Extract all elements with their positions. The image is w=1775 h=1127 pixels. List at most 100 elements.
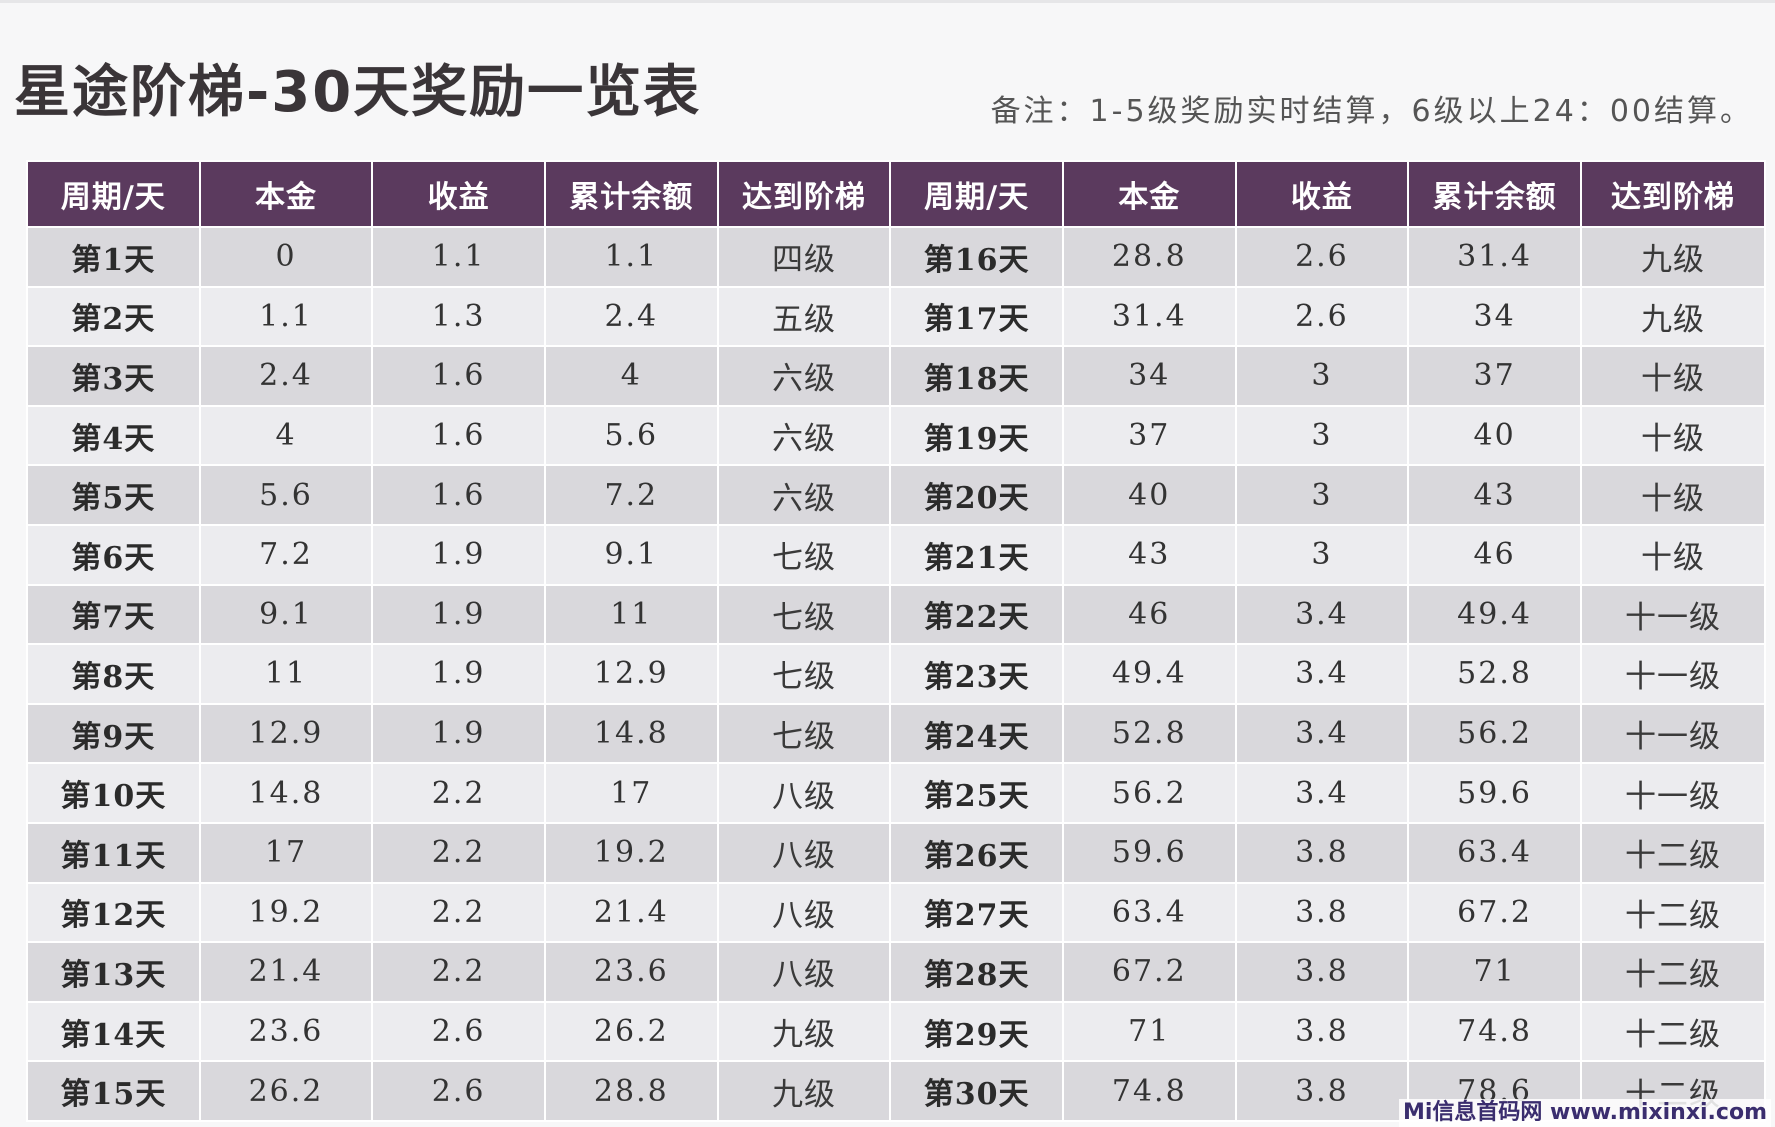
income-cell: 3.8 bbox=[1234, 1060, 1410, 1122]
balance-cell: 9.1 bbox=[543, 523, 719, 586]
income-cell: 3.8 bbox=[1234, 881, 1410, 944]
column-header-balance: 累计余额 bbox=[1407, 160, 1582, 228]
balance-cell: 52.8 bbox=[1407, 643, 1582, 705]
level-cell: 六级 bbox=[716, 345, 892, 407]
day-cell: 第23天 bbox=[889, 643, 1064, 705]
table-row: 第7天 9.1 1.9 11 七级 第22天 46 3.4 49.4 十一级 bbox=[26, 583, 1767, 646]
level-cell: 七级 bbox=[716, 583, 892, 646]
day-cell: 第26天 bbox=[889, 821, 1064, 884]
level-cell: 九级 bbox=[716, 1060, 892, 1122]
income-cell: 3.8 bbox=[1234, 821, 1410, 884]
day-cell: 第7天 bbox=[26, 583, 201, 646]
income-cell: 3 bbox=[1234, 523, 1410, 586]
day-cell: 第3天 bbox=[26, 345, 201, 407]
balance-cell: 28.8 bbox=[543, 1060, 719, 1122]
day-cell: 第11天 bbox=[26, 821, 201, 884]
column-header-level: 达到阶梯 bbox=[716, 160, 892, 228]
income-cell: 2.6 bbox=[1234, 226, 1410, 288]
balance-cell: 2.4 bbox=[543, 285, 719, 348]
principal-cell: 40 bbox=[1061, 464, 1237, 526]
income-cell: 1.3 bbox=[371, 285, 546, 348]
income-cell: 2.6 bbox=[371, 1060, 546, 1122]
level-cell: 八级 bbox=[716, 821, 892, 884]
principal-cell: 37 bbox=[1061, 404, 1237, 467]
level-cell: 七级 bbox=[716, 643, 892, 705]
principal-cell: 2.4 bbox=[198, 345, 374, 407]
table-row: 第1天 0 1.1 1.1 四级 第16天 28.8 2.6 31.4 九级 bbox=[26, 226, 1767, 288]
day-cell: 第28天 bbox=[889, 941, 1064, 1003]
principal-cell: 59.6 bbox=[1061, 821, 1237, 884]
level-cell: 十级 bbox=[1579, 464, 1767, 526]
table-body: 第1天 0 1.1 1.1 四级 第16天 28.8 2.6 31.4 九级 第2天 1.1 1.3 2.… bbox=[26, 226, 1767, 1122]
table-row: 第13天 21.4 2.2 23.6 八级 第28天 67.2 3.8 71 十二级 bbox=[26, 941, 1767, 1003]
income-cell: 1.9 bbox=[371, 583, 546, 646]
income-cell: 3.4 bbox=[1234, 643, 1410, 705]
page-title: 星途阶梯-30天奖励一览表 bbox=[14, 60, 702, 125]
column-header-period: 周期/天 bbox=[26, 160, 201, 228]
balance-cell: 56.2 bbox=[1407, 702, 1582, 765]
balance-cell: 31.4 bbox=[1407, 226, 1582, 288]
balance-cell: 4 bbox=[543, 345, 719, 407]
table-row: 第8天 11 1.9 12.9 七级 第23天 49.4 3.4 52.8 十一级 bbox=[26, 643, 1767, 705]
level-cell: 十一级 bbox=[1579, 702, 1767, 765]
balance-cell: 40 bbox=[1407, 404, 1582, 467]
table-row: 第4天 4 1.6 5.6 六级 第19天 37 3 40 十级 bbox=[26, 404, 1767, 467]
table-row: 第3天 2.4 1.6 4 六级 第18天 34 3 37 十级 bbox=[26, 345, 1767, 407]
day-cell: 第27天 bbox=[889, 881, 1064, 944]
level-cell: 八级 bbox=[716, 941, 892, 1003]
balance-cell: 49.4 bbox=[1407, 583, 1582, 646]
day-cell: 第16天 bbox=[889, 226, 1064, 288]
level-cell: 十一级 bbox=[1579, 762, 1767, 824]
balance-cell: 67.2 bbox=[1407, 881, 1582, 944]
day-cell: 第1天 bbox=[26, 226, 201, 288]
column-header-level: 达到阶梯 bbox=[1579, 160, 1767, 228]
day-cell: 第6天 bbox=[26, 523, 201, 586]
level-cell: 四级 bbox=[716, 226, 892, 288]
day-cell: 第13天 bbox=[26, 941, 201, 1003]
day-cell: 第4天 bbox=[26, 404, 201, 467]
day-cell: 第21天 bbox=[889, 523, 1064, 586]
income-cell: 1.9 bbox=[371, 643, 546, 705]
day-cell: 第9天 bbox=[26, 702, 201, 765]
balance-cell: 1.1 bbox=[543, 226, 719, 288]
level-cell: 十二级 bbox=[1579, 821, 1767, 884]
principal-cell: 49.4 bbox=[1061, 643, 1237, 705]
income-cell: 3 bbox=[1234, 404, 1410, 467]
level-cell: 十级 bbox=[1579, 345, 1767, 407]
principal-cell: 7.2 bbox=[198, 523, 374, 586]
principal-cell: 14.8 bbox=[198, 762, 374, 824]
income-cell: 2.6 bbox=[371, 1000, 546, 1063]
principal-cell: 17 bbox=[198, 821, 374, 884]
column-header-balance: 累计余额 bbox=[543, 160, 719, 228]
day-cell: 第29天 bbox=[889, 1000, 1064, 1063]
principal-cell: 46 bbox=[1061, 583, 1237, 646]
day-cell: 第8天 bbox=[26, 643, 201, 705]
watermark: Mi信息首码网 www.mixinxi.com bbox=[1398, 1099, 1771, 1127]
day-cell: 第25天 bbox=[889, 762, 1064, 824]
income-cell: 3.4 bbox=[1234, 702, 1410, 765]
day-cell: 第14天 bbox=[26, 1000, 201, 1063]
level-cell: 八级 bbox=[716, 762, 892, 824]
table-row: 第9天 12.9 1.9 14.8 七级 第24天 52.8 3.4 56.2 十一级 bbox=[26, 702, 1767, 765]
balance-cell: 7.2 bbox=[543, 464, 719, 526]
income-cell: 1.6 bbox=[371, 404, 546, 467]
column-header-income: 收益 bbox=[371, 160, 546, 228]
principal-cell: 34 bbox=[1061, 345, 1237, 407]
level-cell: 七级 bbox=[716, 702, 892, 765]
column-header-income: 收益 bbox=[1234, 160, 1410, 228]
income-cell: 2.2 bbox=[371, 762, 546, 824]
day-cell: 第5天 bbox=[26, 464, 201, 526]
balance-cell: 34 bbox=[1407, 285, 1582, 348]
income-cell: 1.1 bbox=[371, 226, 546, 288]
column-header-period: 周期/天 bbox=[889, 160, 1064, 228]
principal-cell: 1.1 bbox=[198, 285, 374, 348]
column-header-principal: 本金 bbox=[1061, 160, 1237, 228]
income-cell: 1.6 bbox=[371, 345, 546, 407]
principal-cell: 12.9 bbox=[198, 702, 374, 765]
principal-cell: 74.8 bbox=[1061, 1060, 1237, 1122]
balance-cell: 12.9 bbox=[543, 643, 719, 705]
balance-cell: 5.6 bbox=[543, 404, 719, 467]
table-header-row: 周期/天 本金 收益 累计余额 达到阶梯 周期/天 本金 收益 累计余额 达到阶… bbox=[26, 160, 1767, 228]
level-cell: 十二级 bbox=[1579, 881, 1767, 944]
level-cell: 十二级 bbox=[1579, 1000, 1767, 1063]
